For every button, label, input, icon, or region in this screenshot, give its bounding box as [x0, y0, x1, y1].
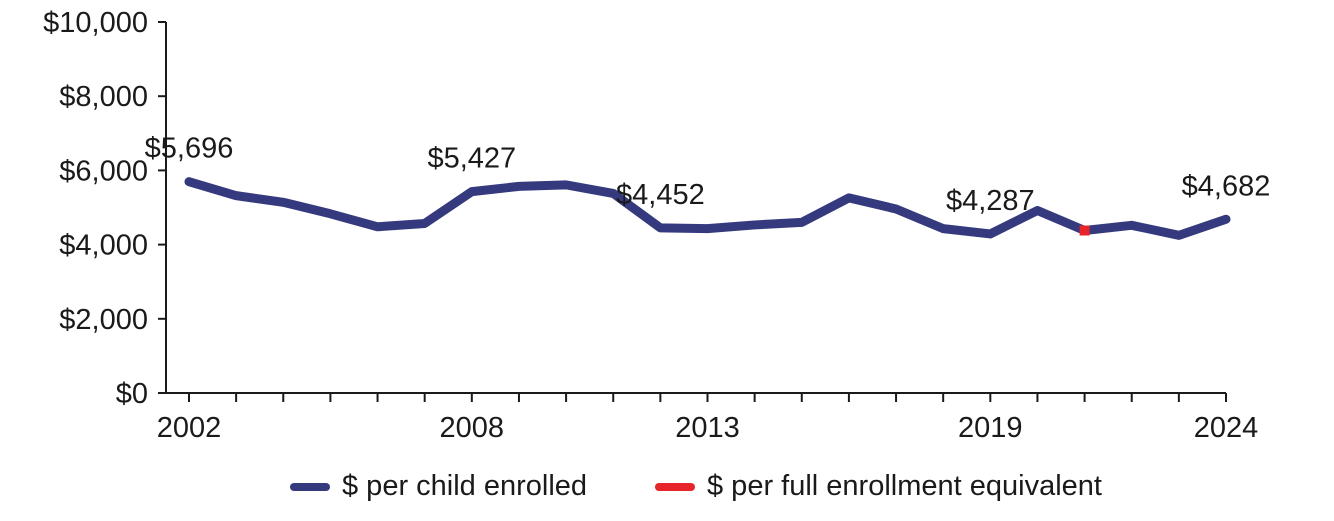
series-point-per-child: [375, 224, 380, 229]
series-point-per-child: [328, 211, 333, 216]
series-point-per-child: [1176, 233, 1181, 238]
legend-label-per-child: $ per child enrolled: [342, 470, 588, 502]
series-layer: [184, 177, 1231, 240]
y-tick-label: $6,000: [59, 155, 148, 187]
y-tick-label: $0: [116, 378, 148, 410]
x-tick-label: 2024: [1194, 412, 1259, 444]
series-point-per-child: [1129, 223, 1134, 228]
x-tick-label: 2013: [675, 412, 740, 444]
legend-swatch-per-fee: [655, 482, 695, 491]
y-axis-ticks: $0 $2,000 $4,000 $6,000 $8,000 $10,000: [43, 7, 166, 410]
series-point-per-child: [1035, 208, 1040, 213]
series-point-per-child: [941, 226, 946, 231]
axes: [165, 22, 1226, 394]
legend-item-per-fee: $ per full enrollment equivalent: [655, 470, 1102, 503]
series-point-per-fee: [1079, 225, 1090, 236]
series-point-per-child: [187, 179, 191, 184]
x-tick-label: 2019: [958, 412, 1023, 444]
series-point-per-child: [988, 231, 993, 236]
legend-label-per-fee: $ per full enrollment equivalent: [707, 470, 1102, 502]
y-tick-label: $4,000: [59, 230, 148, 262]
data-label: $4,287: [946, 185, 1035, 217]
data-label: $4,452: [616, 179, 705, 211]
series-point-per-child: [469, 189, 474, 194]
x-axis-ticks: 2002 2008 2013 2019 2024: [157, 393, 1259, 444]
y-tick-label: $10,000: [43, 7, 148, 39]
legend-swatch-per-child: [290, 482, 330, 491]
series-point-per-child: [234, 193, 239, 198]
legend: $ per child enrolled $ per full enrollme…: [0, 470, 1334, 510]
series-point-per-child: [422, 221, 427, 226]
data-label: $4,682: [1182, 170, 1271, 202]
x-tick-label: 2002: [157, 412, 222, 444]
series-point-per-child: [611, 191, 616, 196]
series-point-per-child: [1224, 217, 1228, 222]
series-point-per-child: [564, 182, 569, 187]
data-label: $5,696: [145, 133, 234, 165]
series-point-per-child: [846, 195, 851, 200]
y-tick-label: $8,000: [59, 81, 148, 113]
series-point-per-child: [705, 226, 710, 231]
series-point-per-child: [894, 206, 899, 211]
data-labels: $5,696 $5,427 $4,452 $4,287 $4,682: [145, 133, 1271, 217]
legend-item-per-child: $ per child enrolled: [290, 470, 587, 503]
data-label: $5,427: [427, 143, 516, 175]
series-point-per-child: [281, 200, 286, 205]
x-tick-label: 2008: [440, 412, 505, 444]
series-point-per-child: [516, 184, 521, 189]
y-tick-label: $2,000: [59, 304, 148, 336]
series-point-per-child: [799, 220, 804, 225]
series-point-per-child: [658, 225, 663, 230]
line-chart: $0$2,000$4,000$6,000$8,000$10,000 2002 20…: [43, 7, 1271, 444]
series-point-per-child: [752, 222, 757, 227]
